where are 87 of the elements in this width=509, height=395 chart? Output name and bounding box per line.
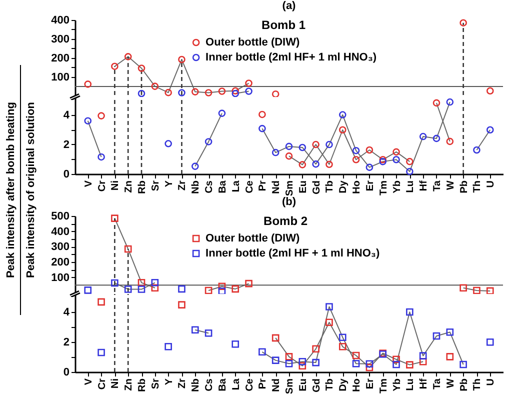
y-tick-label: 4 [63, 109, 70, 122]
x-tick-label: Ce [244, 378, 256, 392]
x-tick-label: W [445, 378, 456, 388]
x-tick-label: Th [472, 378, 484, 391]
x-tick-label: Zr [177, 378, 188, 388]
x-tick-label: Y [164, 180, 175, 188]
x-tick-label: Er [364, 378, 376, 390]
x-tick-label: La [230, 180, 242, 192]
x-tick-label: Pb [458, 378, 470, 392]
x-tick-label: Tb [324, 378, 336, 391]
y-tick-label: 200 [51, 52, 70, 64]
x-tick-label: Sr [150, 378, 162, 390]
x-tick-label: Tb [324, 180, 336, 193]
y-tick-label: 300 [51, 33, 70, 46]
x-tick-label: Tm [378, 180, 390, 196]
y-tick-label: 500 [51, 210, 70, 222]
chart-title: (a) [282, 0, 296, 12]
x-tick-label: Ho [352, 378, 363, 392]
x-tick-label: Yb [392, 378, 403, 392]
x-tick-label: Lu [405, 378, 416, 391]
x-tick-label: Dy [338, 378, 350, 392]
x-tick-label: Eu [298, 180, 309, 194]
x-tick-label: Ce [244, 180, 256, 194]
x-tick-label: Rb [137, 378, 148, 392]
x-tick-label: Cs [204, 378, 216, 392]
x-tick-label: Tm [378, 378, 390, 394]
y-tick-label: 2 [63, 336, 70, 348]
x-tick-label: Ta [432, 180, 443, 192]
x-tick-label: Pb [458, 180, 470, 194]
y-tick-label: 400 [51, 226, 70, 238]
x-tick-label: Pr [258, 180, 269, 192]
x-tick-label: V [83, 180, 94, 188]
x-tick-label: Sm [284, 180, 296, 196]
x-tick-label: Ni [110, 180, 122, 190]
y-axis-title: Peak intensity of original solution [24, 100, 37, 280]
x-tick-label: Ta [432, 378, 443, 390]
x-tick-label: Cr [96, 378, 108, 390]
y-tick-label: 200 [51, 256, 70, 269]
x-tick-label: Ba [217, 378, 228, 392]
x-tick-label: Eu [298, 378, 309, 392]
x-tick-label: Lu [405, 180, 416, 193]
y-tick-label: 2 [63, 138, 70, 151]
legend-label: Outer bottle (DIW) [206, 232, 300, 244]
legend-label: Inner bottle (2ml HF+ 1 ml HNO₃) [206, 52, 377, 64]
y-tick-label: 100 [51, 71, 70, 84]
y-tick-label: 100 [51, 272, 70, 284]
x-tick-label: Th [472, 180, 484, 193]
x-tick-label: Nb [190, 180, 202, 194]
x-tick-label: Nb [190, 378, 202, 392]
y-tick-label: 4 [63, 306, 70, 318]
x-tick-label: Cs [204, 180, 216, 194]
x-tick-label: Cr [96, 180, 108, 192]
legend-title: Bomb 2 [264, 214, 308, 228]
x-tick-label: Sm [284, 378, 296, 394]
x-tick-label: Nd [271, 180, 282, 194]
x-tick-label: Pr [258, 378, 269, 390]
x-tick-label: Zn [124, 180, 135, 193]
x-tick-label: Sr [150, 180, 162, 192]
x-tick-label: Zn [124, 378, 135, 391]
y-axis-title: Peak intensity after bomb heating [5, 65, 21, 315]
x-tick-label: Ba [217, 180, 228, 194]
chart-title: (b) [282, 196, 296, 208]
x-tick-label: U [486, 378, 497, 386]
x-tick-label: Gd [311, 180, 322, 194]
x-tick-label: Y [164, 378, 175, 386]
x-tick-label: Nd [271, 378, 282, 392]
x-tick-label: Dy [338, 180, 350, 194]
x-tick-label: Yb [392, 180, 403, 194]
y-tick-label: 0 [63, 366, 70, 378]
x-tick-label: Er [364, 180, 376, 192]
y-tick-label: 400 [51, 14, 70, 26]
x-tick-label: W [445, 180, 456, 190]
y-tick-label: 300 [51, 241, 70, 254]
x-tick-label: Hf [418, 180, 430, 192]
x-tick-label: Hf [418, 378, 430, 390]
x-tick-label: Zr [177, 180, 188, 190]
x-tick-label: Rb [137, 180, 148, 194]
legend-label: Outer bottle (DIW) [206, 36, 300, 48]
y-tick-label: 0 [63, 168, 70, 180]
x-tick-label: U [486, 180, 497, 188]
x-tick-label: V [83, 378, 94, 386]
legend-label: Inner bottle (2ml HF + 1 ml HNO₃) [206, 248, 380, 260]
x-tick-label: Ni [110, 378, 122, 388]
legend-title: Bomb 1 [262, 18, 306, 32]
x-tick-label: Ho [352, 180, 363, 194]
x-tick-label: Gd [311, 378, 322, 392]
x-tick-label: La [230, 378, 242, 390]
